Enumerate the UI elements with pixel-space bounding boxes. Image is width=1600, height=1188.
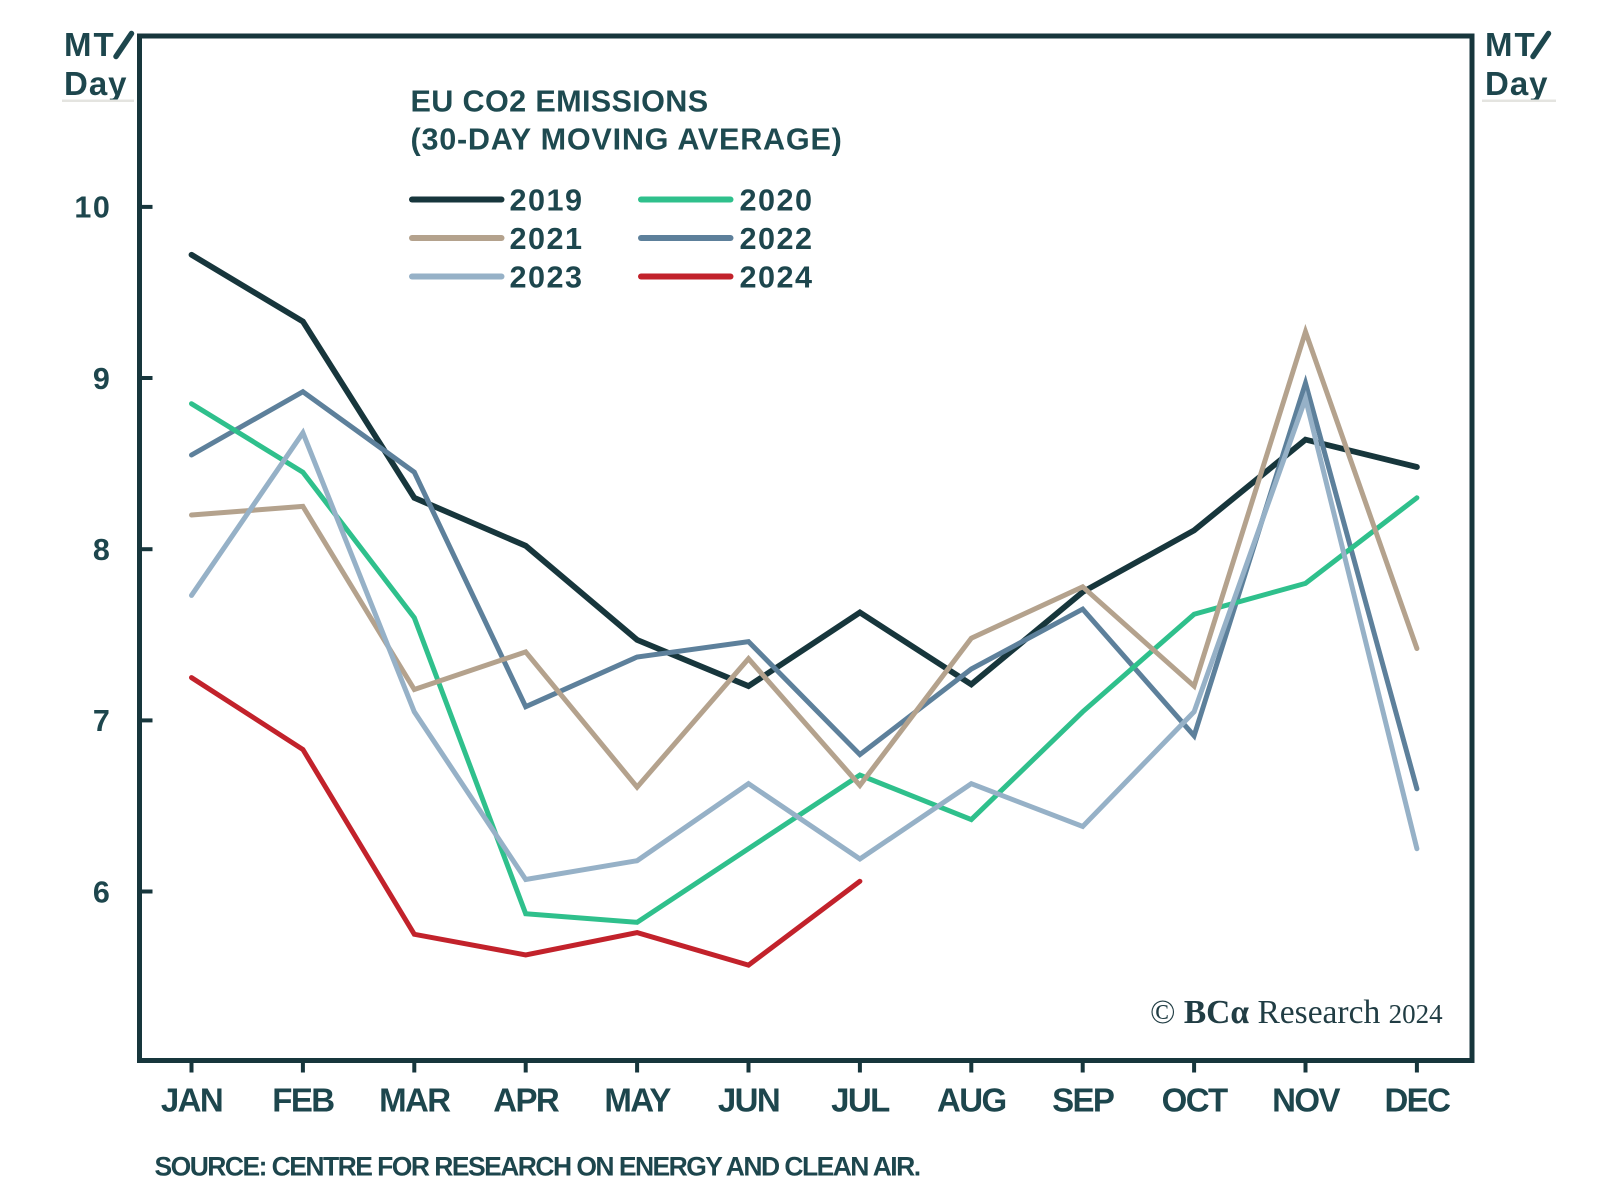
svg-text:2023: 2023 [510,261,584,295]
svg-text:2021: 2021 [510,222,584,256]
svg-text:JUN: JUN [718,1082,779,1119]
svg-text:10: 10 [74,191,111,225]
svg-text:AUG: AUG [937,1082,1006,1119]
svg-text:MT: MT [1485,26,1537,63]
svg-text:SOURCE: CENTRE FOR RESEARCH ON: SOURCE: CENTRE FOR RESEARCH ON ENERGY AN… [155,1152,920,1182]
svg-text:SEP: SEP [1052,1082,1114,1119]
svg-text:DEC: DEC [1384,1082,1450,1119]
svg-text:2019: 2019 [510,184,584,218]
svg-text:JUL: JUL [831,1082,890,1119]
svg-text:EU CO2 EMISSIONS: EU CO2 EMISSIONS [411,85,709,119]
svg-text:7: 7 [93,704,112,738]
svg-text:OCT: OCT [1162,1082,1228,1119]
svg-text:Day: Day [64,65,128,102]
svg-text:2024: 2024 [740,261,814,295]
svg-text:2020: 2020 [740,184,814,218]
svg-text:MT: MT [64,26,116,63]
svg-text:JAN: JAN [161,1082,222,1119]
svg-text:NOV: NOV [1272,1082,1340,1119]
svg-text:9: 9 [93,362,112,396]
svg-text:8: 8 [93,533,112,567]
svg-text:© BCα Research 2024: © BCα Research 2024 [1150,994,1443,1031]
svg-text:APR: APR [493,1082,560,1119]
svg-text:(30-DAY MOVING AVERAGE): (30-DAY MOVING AVERAGE) [411,123,843,157]
svg-text:FEB: FEB [272,1082,334,1119]
svg-text:MAR: MAR [379,1082,451,1119]
svg-text:2022: 2022 [740,222,814,256]
svg-text:Day: Day [1485,65,1549,102]
svg-text:MAY: MAY [604,1082,671,1119]
svg-text:6: 6 [93,875,112,909]
